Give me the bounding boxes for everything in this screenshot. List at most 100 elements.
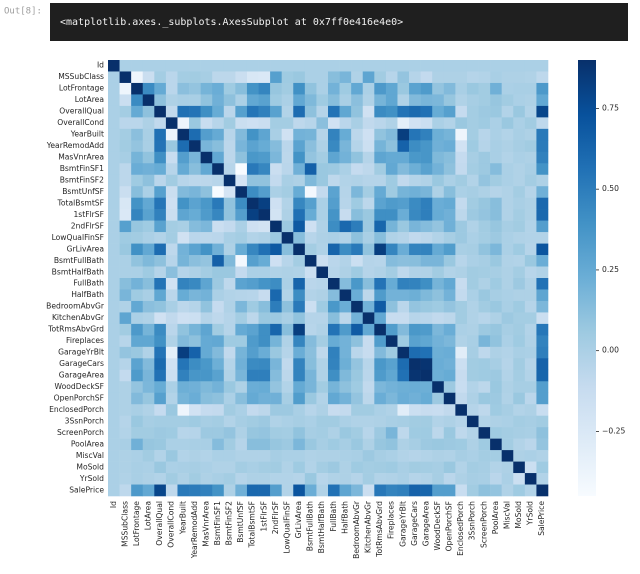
heatmap-cell [293, 369, 306, 382]
heatmap-cell [293, 255, 306, 267]
heatmap-cell [108, 105, 120, 118]
heatmap-cell [316, 117, 329, 130]
heatmap-cell [432, 140, 445, 153]
heatmap-cell [270, 438, 282, 451]
heatmap-cell [154, 300, 167, 313]
heatmap-cell [142, 117, 155, 130]
heatmap-cell [501, 82, 514, 95]
heatmap-cell [478, 105, 491, 118]
heatmap-cell [328, 163, 340, 176]
heatmap-cell [524, 255, 537, 267]
heatmap-cell [223, 404, 236, 416]
heatmap-cell [409, 174, 421, 187]
heatmap-cell [420, 484, 433, 497]
heatmap-cell [455, 415, 468, 428]
heatmap-cell [478, 94, 491, 107]
heatmap-cell [328, 335, 340, 348]
heatmap-cell [443, 323, 456, 336]
heatmap-cell [524, 266, 537, 279]
heatmap-cell [270, 346, 282, 359]
heatmap-cell [524, 427, 537, 439]
heatmap-cell [536, 415, 549, 428]
heatmap-cell [223, 335, 236, 348]
heatmap-cell [246, 128, 259, 141]
y-tick-label: FullBath [73, 279, 104, 288]
heatmap-cell [351, 163, 364, 176]
heatmap-cell [131, 415, 144, 428]
heatmap-cell [385, 312, 398, 325]
heatmap-cell [536, 71, 549, 84]
y-tick-label: YearRemodAdd [46, 141, 104, 150]
heatmap-cell [316, 71, 329, 84]
heatmap-cell [443, 289, 456, 302]
heatmap-cell [432, 243, 445, 256]
heatmap-cell [108, 369, 120, 382]
heatmap-cell [235, 255, 248, 267]
heatmap-cell [165, 484, 178, 497]
heatmap-cell [281, 404, 294, 416]
heatmap-cell [258, 105, 271, 118]
heatmap-cell [420, 392, 433, 405]
heatmap-cell [339, 82, 352, 95]
heatmap-cell [246, 140, 259, 153]
heatmap-cell [154, 438, 167, 451]
y-tick-label: MasVnrArea [58, 153, 104, 162]
heatmap-cell [200, 461, 213, 474]
heatmap-cell [108, 232, 120, 244]
heatmap-cell [524, 392, 537, 405]
heatmap-cell [501, 404, 514, 416]
heatmap-cell [270, 220, 282, 233]
heatmap-cell [200, 71, 213, 84]
heatmap-cell [177, 266, 190, 279]
heatmap-cell [524, 128, 537, 141]
heatmap-cell [108, 289, 120, 302]
heatmap-cell [490, 473, 502, 485]
heatmap-cell [351, 60, 364, 72]
heatmap-cell [478, 484, 491, 497]
heatmap-cell [455, 312, 468, 325]
heatmap-cell [142, 209, 155, 221]
heatmap-cell [246, 438, 259, 451]
heatmap-cell [466, 117, 479, 130]
heatmap-cell [490, 312, 502, 325]
heatmap-cell [420, 427, 433, 439]
heatmap-cell [165, 266, 178, 279]
heatmap-cell [513, 232, 526, 244]
heatmap-cell [270, 105, 282, 118]
y-tick-label: 2ndFlrSF [71, 221, 104, 230]
x-tick-label: BsmtUnfSF [236, 501, 245, 543]
heatmap-cell [397, 151, 410, 164]
heatmap-cell [142, 427, 155, 439]
heatmap-cell [455, 461, 468, 474]
heatmap-cell [524, 484, 537, 497]
heatmap-cell [142, 105, 155, 118]
heatmap-cell [200, 323, 213, 336]
heatmap-cell [478, 369, 491, 382]
heatmap-cell [316, 369, 329, 382]
heatmap-cell [351, 209, 364, 221]
heatmap-cell [119, 335, 132, 348]
y-tick-label: Fireplaces [66, 336, 104, 345]
heatmap-cell [524, 346, 537, 359]
heatmap-cell [119, 300, 132, 313]
output-prompt: Out[8]: [4, 7, 42, 17]
heatmap-cell [119, 484, 132, 497]
heatmap-cell [524, 140, 537, 153]
heatmap-cell [177, 151, 190, 164]
heatmap-cell [293, 461, 306, 474]
x-tick-label: GarageArea [421, 501, 430, 546]
heatmap-cell [466, 415, 479, 428]
heatmap-cell [154, 197, 167, 210]
heatmap-cell [466, 381, 479, 394]
heatmap-cell [443, 174, 456, 187]
heatmap-cell [501, 220, 514, 233]
heatmap-cell [524, 438, 537, 451]
heatmap-cell [490, 404, 502, 416]
heatmap-cell [385, 243, 398, 256]
heatmap-cell [524, 369, 537, 382]
heatmap-cell [362, 438, 375, 451]
heatmap-cell [119, 232, 132, 244]
heatmap-cell [270, 473, 282, 485]
heatmap-cell [316, 346, 329, 359]
heatmap-cell [235, 289, 248, 302]
